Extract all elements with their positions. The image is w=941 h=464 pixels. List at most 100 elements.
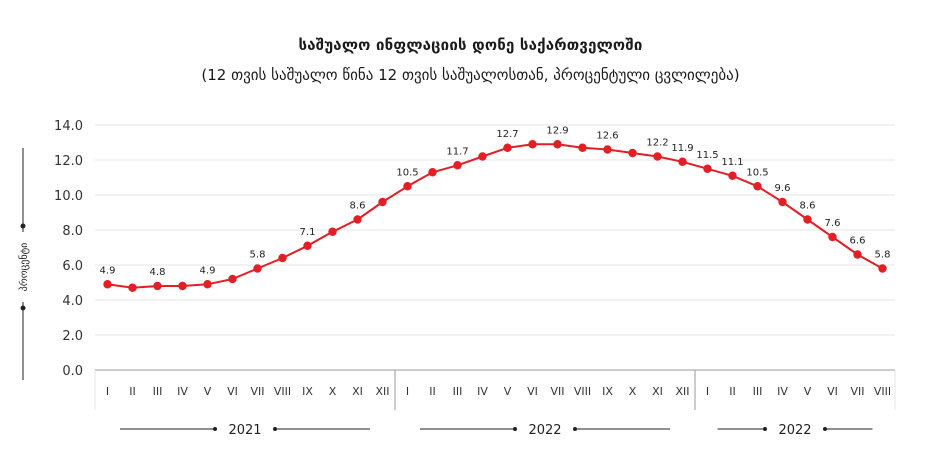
- x-tick-label: III: [753, 385, 763, 398]
- data-label: 12.9: [546, 125, 568, 136]
- data-point: [353, 215, 362, 224]
- x-tick-label: V: [804, 385, 812, 398]
- data-point: [478, 152, 487, 161]
- data-point: [878, 264, 887, 273]
- x-tick-label: XI: [652, 385, 663, 398]
- x-tick-label: II: [429, 385, 436, 398]
- x-tick-label: VII: [850, 385, 864, 398]
- series-line: [107, 143, 883, 289]
- x-tick-label: IX: [302, 385, 313, 398]
- y-tick-label: 12.0: [54, 154, 83, 169]
- data-label: 11.9: [671, 143, 693, 154]
- data-label: 12.7: [496, 129, 518, 140]
- data-label: 9.6: [775, 183, 791, 194]
- data-point: [203, 280, 212, 289]
- x-tick-label: VIII: [274, 385, 291, 398]
- data-label: 11.1: [721, 157, 743, 168]
- data-point: [803, 215, 812, 224]
- data-label: 5.8: [875, 250, 891, 261]
- x-tick-label: V: [504, 385, 512, 398]
- data-point: [503, 143, 512, 152]
- year-rule-dot: [573, 427, 577, 431]
- data-point: [178, 281, 187, 291]
- y-axis-label-dot-top: [20, 223, 26, 229]
- x-tick-label: IV: [777, 385, 788, 398]
- year-rule-dot: [273, 427, 277, 431]
- year-rule-dot: [823, 427, 827, 431]
- x-tick-label: VIII: [874, 385, 891, 398]
- data-label: 11.7: [446, 146, 468, 157]
- data-point: [453, 161, 462, 170]
- data-point: [753, 182, 762, 191]
- x-tick-label: VIII: [574, 385, 591, 398]
- y-tick-label: 14.0: [54, 119, 83, 134]
- x-tick-label: XII: [675, 385, 689, 398]
- year-rule-dot: [213, 427, 217, 431]
- x-tick-label: II: [729, 385, 736, 398]
- data-label: 10.5: [746, 167, 768, 178]
- data-label: 4.8: [150, 267, 166, 278]
- x-tick-label: III: [453, 385, 463, 398]
- x-tick-label: X: [329, 385, 337, 398]
- y-tick-label: 0.0: [62, 364, 83, 379]
- x-tick-label: VII: [250, 385, 264, 398]
- data-point: [553, 140, 562, 149]
- data-point: [253, 264, 262, 273]
- year-label: 2022: [778, 423, 811, 438]
- data-point: [528, 140, 537, 149]
- x-axis-years: 2021 2022 2022: [120, 423, 873, 438]
- x-tick-label: XI: [352, 385, 363, 398]
- data-point: [628, 148, 637, 158]
- x-tick-label: V: [204, 385, 212, 398]
- data-point: [128, 283, 137, 292]
- data-label: 6.6: [850, 236, 866, 247]
- x-tick-label: I: [406, 385, 409, 398]
- data-point: [703, 164, 712, 173]
- data-label: 11.5: [696, 150, 718, 161]
- y-axis-label-dot-bottom: [20, 305, 26, 311]
- chart-title: საშუალო ინფლაციის დონე საქართველოში: [298, 36, 643, 54]
- y-tick-label: 6.0: [62, 259, 83, 274]
- y-axis-label-text: პროცენტი: [18, 243, 30, 292]
- x-tick-label: II: [129, 385, 136, 398]
- data-label: 7.1: [300, 227, 316, 238]
- data-label: 5.8: [250, 250, 266, 261]
- data-label: 8.6: [350, 201, 366, 212]
- data-point: [728, 171, 737, 180]
- data-point: [378, 197, 387, 207]
- x-tick-label: VI: [527, 385, 538, 398]
- data-point: [428, 168, 437, 177]
- data-label: 12.2: [646, 138, 668, 149]
- data-label: 4.9: [100, 265, 116, 276]
- data-point: [303, 241, 312, 250]
- data-label: 8.6: [800, 201, 816, 212]
- data-point: [228, 274, 237, 284]
- data-point: [603, 145, 612, 154]
- data-label: 10.5: [396, 167, 418, 178]
- data-label: 4.9: [200, 265, 216, 276]
- data-point: [328, 227, 337, 236]
- year-rule-dot: [763, 427, 767, 431]
- series-line-group: [107, 143, 883, 289]
- x-tick-label: I: [706, 385, 709, 398]
- data-labels: 4.9 4.8 4.9 5.8 7.1 8.6 10.5 11.7 12.7 12.9 12.6 12…: [100, 125, 891, 278]
- x-tick-label: XII: [375, 385, 389, 398]
- data-point: [778, 197, 787, 207]
- x-tick-label: IX: [602, 385, 613, 398]
- axes: 0.0 2.0 4.0 6.0 8.0 10.0 12.0 14.0: [54, 119, 83, 379]
- year-label: 2022: [528, 423, 561, 438]
- data-point: [103, 280, 112, 289]
- data-label: 12.6: [596, 131, 618, 142]
- data-point: [578, 143, 587, 152]
- y-tick-label: 10.0: [54, 189, 83, 204]
- data-point: [278, 253, 287, 263]
- data-point: [853, 250, 862, 259]
- x-tick-label: X: [629, 385, 637, 398]
- y-tick-label: 8.0: [62, 224, 83, 239]
- data-point: [678, 157, 687, 166]
- data-point: [153, 281, 162, 291]
- x-tick-label: I: [106, 385, 109, 398]
- y-tick-label: 4.0: [62, 294, 83, 309]
- x-tick-label: IV: [477, 385, 488, 398]
- x-tick-label: VI: [827, 385, 838, 398]
